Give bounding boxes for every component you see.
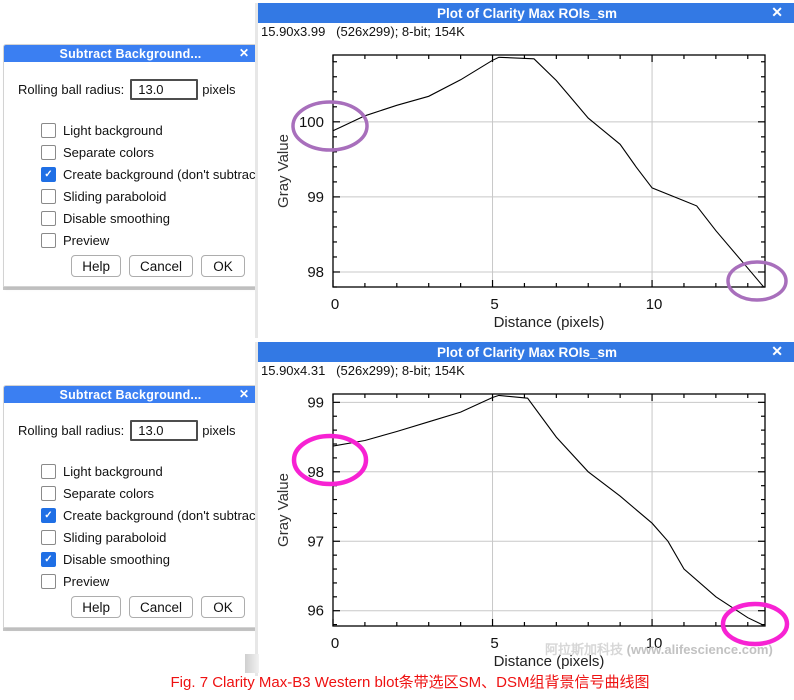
- svg-text:100: 100: [299, 114, 324, 131]
- svg-text:10: 10: [646, 635, 663, 652]
- rolling-ball-radius-label: Rolling ball radius:: [18, 82, 125, 97]
- svg-text:Distance (pixels): Distance (pixels): [494, 653, 605, 670]
- status-bar: 15.90x4.31 (526x299); 8-bit; 154K: [258, 362, 794, 380]
- dialog-title: Subtract Background...: [59, 387, 202, 402]
- gray-value-profile-plot-top: 98 99 100 0 5 10 Gray Value Distance (pixels): [258, 41, 792, 338]
- window-titlebar[interactable]: Plot of Clarity Max ROIs_sm ✕: [258, 3, 794, 23]
- circle-around-98-tick: [291, 433, 369, 487]
- svg-text:Distance (pixels): Distance (pixels): [494, 314, 605, 331]
- checkbox-label: Separate colors: [63, 144, 155, 160]
- svg-text:0: 0: [331, 635, 339, 652]
- checkbox-label: Light background: [63, 122, 163, 138]
- window-titlebar[interactable]: Plot of Clarity Max ROIs_sm ✕: [258, 342, 794, 362]
- checkbox-label: Disable smoothing: [63, 210, 170, 226]
- svg-text:96: 96: [307, 603, 324, 620]
- rolling-ball-radius-row: Rolling ball radius: pixels: [18, 419, 235, 442]
- dialog-checkbox-list: Light background Separate colors ✓ Create b…: [41, 119, 263, 251]
- close-icon[interactable]: ✕: [238, 387, 249, 401]
- svg-text:98: 98: [307, 264, 324, 281]
- dialog-button-row: Help Cancel OK: [71, 255, 245, 277]
- checkbox-row-separate-colors[interactable]: Separate colors: [41, 482, 263, 504]
- ok-button[interactable]: OK: [201, 596, 245, 618]
- checkbox-label: Create background (don't subtract): [63, 166, 264, 182]
- checkbox-row-separate-colors[interactable]: Separate colors: [41, 141, 263, 163]
- radius-unit-label: pixels: [202, 423, 236, 438]
- svg-text:5: 5: [490, 635, 498, 652]
- plot-window-bottom: Plot of Clarity Max ROIs_sm ✕ 15.90x4.31…: [255, 342, 794, 677]
- checkbox-row-sliding-paraboloid[interactable]: Sliding paraboloid: [41, 526, 263, 548]
- radius-unit-label: pixels: [202, 82, 236, 97]
- svg-text:5: 5: [490, 296, 498, 313]
- checkbox-row-preview[interactable]: Preview: [41, 570, 263, 592]
- dialog-button-row: Help Cancel OK: [71, 596, 245, 618]
- close-icon[interactable]: ✕: [771, 4, 783, 20]
- checkbox-unchecked-icon[interactable]: [41, 122, 56, 138]
- checkbox-row-disable-smoothing[interactable]: ✓ Disable smoothing: [41, 548, 263, 570]
- dialog-titlebar[interactable]: Subtract Background... ✕: [4, 386, 257, 403]
- svg-text:97: 97: [307, 533, 324, 550]
- checkbox-unchecked-icon[interactable]: [41, 573, 56, 589]
- checkbox-row-create-background-don-t-subtract[interactable]: ✓ Create background (don't subtract): [41, 163, 263, 185]
- screenshot-artifact: [245, 654, 259, 673]
- checkbox-row-create-background-don-t-subtract[interactable]: ✓ Create background (don't subtract): [41, 504, 263, 526]
- svg-text:99: 99: [307, 189, 324, 206]
- window-title: Plot of Clarity Max ROIs_sm: [436, 5, 618, 21]
- svg-text:10: 10: [646, 296, 663, 313]
- checkbox-label: Sliding paraboloid: [63, 188, 167, 204]
- rolling-ball-radius-input[interactable]: [130, 79, 199, 100]
- checkbox-label: Create background (don't subtract): [63, 507, 264, 523]
- rolling-ball-radius-input[interactable]: [130, 420, 199, 441]
- gray-value-profile-plot-bottom: 96 97 98 99 0 5 10 Gray Value Distance (pixels): [258, 380, 792, 677]
- circle-around-100-tick: [291, 100, 369, 152]
- checkbox-checked-icon[interactable]: ✓: [41, 507, 56, 523]
- checkbox-unchecked-icon[interactable]: [41, 529, 56, 545]
- circle-at-curve-end: [720, 601, 790, 647]
- svg-text:99: 99: [307, 394, 324, 411]
- checkbox-label: Preview: [63, 232, 110, 248]
- checkbox-checked-icon[interactable]: ✓: [41, 551, 56, 567]
- subtract-background-dialog-bottom: Subtract Background... ✕ Rolling ball ra…: [3, 385, 263, 628]
- subtract-background-dialog-top: Subtract Background... ✕ Rolling ball ra…: [3, 44, 263, 287]
- status-bar: 15.90x3.99 (526x299); 8-bit; 154K: [258, 23, 794, 41]
- checkbox-row-preview[interactable]: Preview: [41, 229, 263, 251]
- checkbox-label: Light background: [63, 463, 163, 479]
- checkbox-label: Disable smoothing: [63, 551, 170, 567]
- cancel-button[interactable]: Cancel: [128, 255, 193, 277]
- help-button[interactable]: Help: [71, 255, 121, 277]
- rolling-ball-radius-label: Rolling ball radius:: [18, 423, 125, 438]
- checkbox-row-sliding-paraboloid[interactable]: Sliding paraboloid: [41, 185, 263, 207]
- checkbox-label: Preview: [63, 573, 110, 589]
- checkbox-unchecked-icon[interactable]: [41, 188, 56, 204]
- svg-text:98: 98: [307, 464, 324, 481]
- checkbox-unchecked-icon[interactable]: [41, 232, 56, 248]
- checkbox-unchecked-icon[interactable]: [41, 144, 56, 160]
- help-button[interactable]: Help: [71, 596, 121, 618]
- dialog-titlebar[interactable]: Subtract Background... ✕: [4, 45, 257, 62]
- svg-text:Gray Value: Gray Value: [275, 473, 292, 547]
- figure-caption: Fig. 7 Clarity Max-B3 Western blot条带选区SM…: [170, 674, 650, 691]
- checkbox-unchecked-icon[interactable]: [41, 463, 56, 479]
- plot-window-top: Plot of Clarity Max ROIs_sm ✕ 15.90x3.99…: [255, 3, 794, 338]
- checkbox-row-light-background[interactable]: Light background: [41, 119, 263, 141]
- dialog-title: Subtract Background...: [59, 46, 202, 61]
- close-icon[interactable]: ✕: [238, 46, 249, 60]
- rolling-ball-radius-row: Rolling ball radius: pixels: [18, 78, 235, 101]
- ok-button[interactable]: OK: [201, 255, 245, 277]
- checkbox-unchecked-icon[interactable]: [41, 485, 56, 501]
- checkbox-label: Separate colors: [63, 485, 155, 501]
- window-title: Plot of Clarity Max ROIs_sm: [436, 344, 618, 360]
- circle-at-curve-end: [726, 260, 788, 302]
- dialog-checkbox-list: Light background Separate colors ✓ Create b…: [41, 460, 263, 592]
- close-icon[interactable]: ✕: [771, 343, 783, 359]
- svg-text:Gray Value: Gray Value: [275, 134, 292, 208]
- svg-text:0: 0: [331, 296, 339, 313]
- checkbox-unchecked-icon[interactable]: [41, 210, 56, 226]
- checkbox-row-disable-smoothing[interactable]: Disable smoothing: [41, 207, 263, 229]
- cancel-button[interactable]: Cancel: [128, 596, 193, 618]
- checkbox-label: Sliding paraboloid: [63, 529, 167, 545]
- checkbox-checked-icon[interactable]: ✓: [41, 166, 56, 182]
- checkbox-row-light-background[interactable]: Light background: [41, 460, 263, 482]
